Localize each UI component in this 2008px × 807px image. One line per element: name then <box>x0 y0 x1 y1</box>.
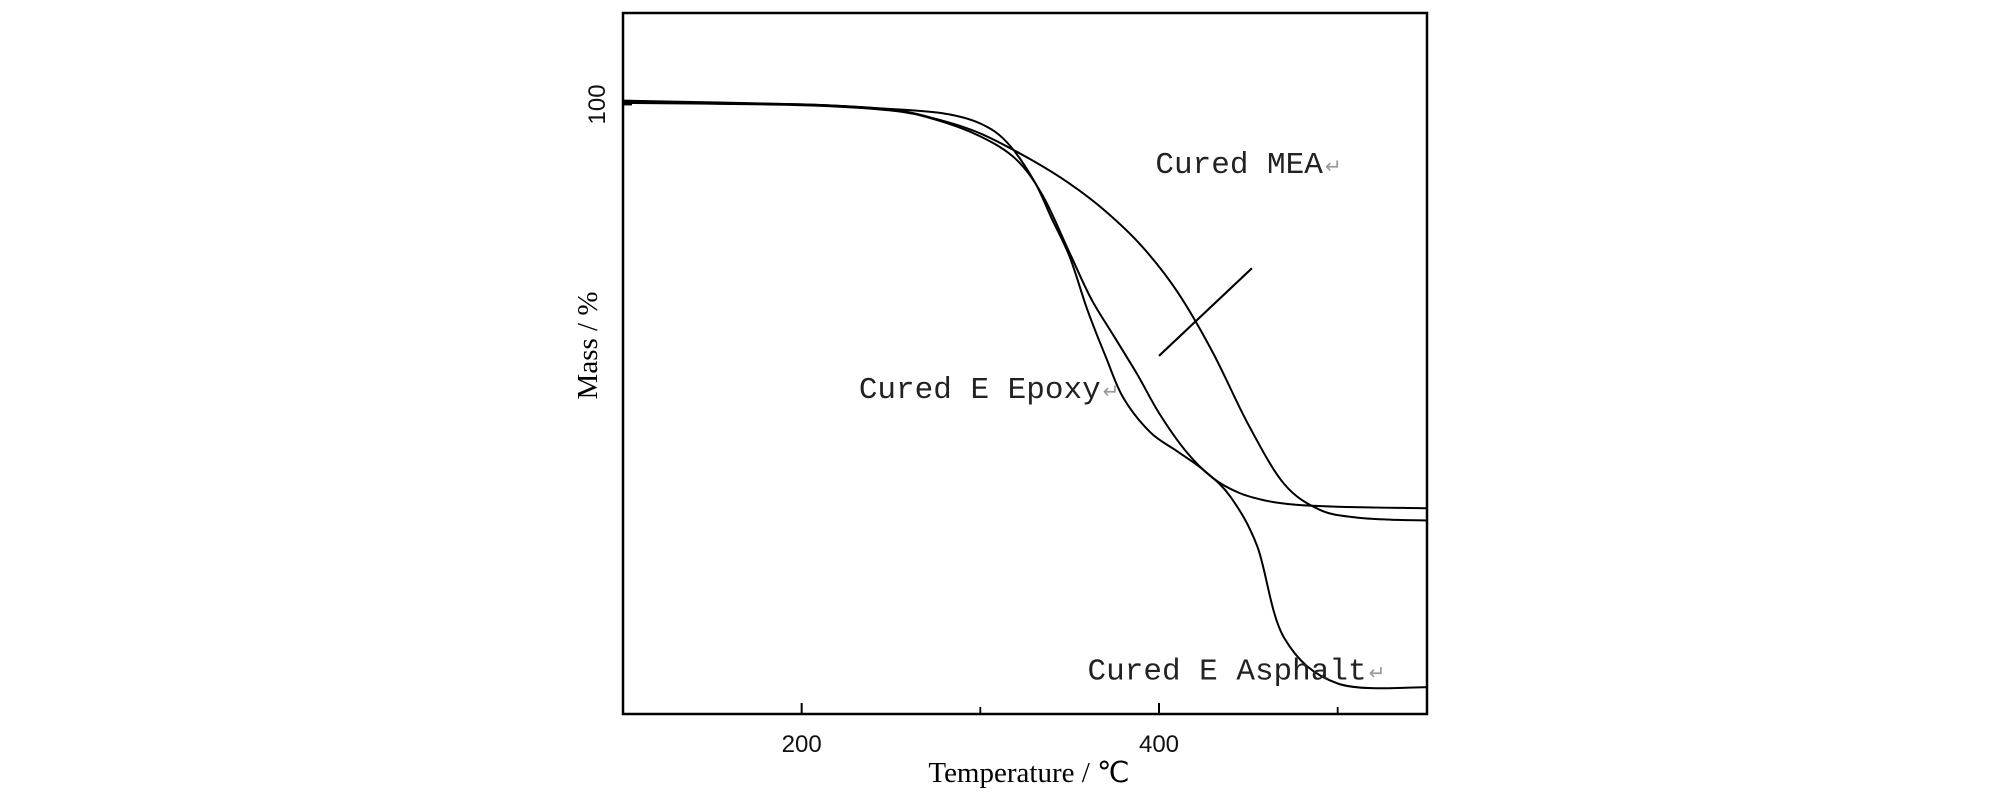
x-axis-label: Temperature / ℃ <box>928 757 1129 789</box>
return-mark-icon: ↵ <box>1325 154 1342 178</box>
x-tick-label: 400 <box>1139 731 1179 758</box>
annotation-cured-mea: Cured MEA ↵ <box>1155 148 1341 183</box>
plot-frame <box>621 11 1429 716</box>
ticks-layer: 200 400 100 <box>584 84 1339 758</box>
annotation-cured-mea-text: Cured MEA <box>1155 148 1323 183</box>
y-axis-label: Mass / % <box>572 292 604 400</box>
annotation-cured-e-epoxy: Cured E Epoxy ↵ <box>859 373 1120 408</box>
series-layer <box>622 99 1428 690</box>
series-line-cured-e-asphalt <box>622 99 1428 690</box>
y-tick-label: 100 <box>584 84 611 124</box>
return-mark-icon: ↵ <box>1369 661 1386 685</box>
leader-line <box>1158 267 1253 357</box>
annotation-cured-e-asphalt: Cured E Asphalt ↵ <box>1088 655 1386 690</box>
annotation-cured-e-asphalt-text: Cured E Asphalt <box>1088 655 1367 690</box>
x-tick-label: 200 <box>782 731 822 758</box>
series-line-cured-e-epoxy <box>622 101 1428 510</box>
annotation-cured-e-epoxy-text: Cured E Epoxy <box>859 373 1101 408</box>
return-mark-icon: ↵ <box>1103 379 1120 403</box>
